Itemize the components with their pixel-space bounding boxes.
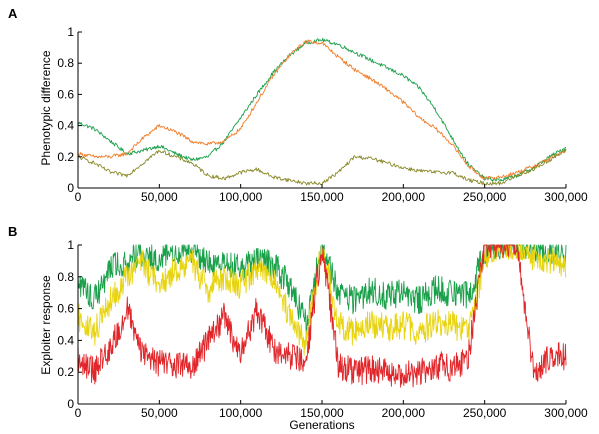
panel-b-x-tick-label: 300,000 [544,406,588,420]
panel-b-y-tick-label: 1 [67,238,74,252]
panel-b-label: B [8,224,17,239]
panel-a-x-tick-label: 150,000 [300,190,344,204]
panel-a-y-tick-label: 0.8 [57,56,74,70]
panel-b: B Exploiter response Generations 0 50,000… [8,224,588,432]
panel-a-x-tick-label: 250,000 [463,190,507,204]
panel-a-series-line-2 [78,40,566,180]
panel-a-x-tick-label: 0 [75,190,82,204]
panel-a-y-tick-label: 0.2 [57,150,74,164]
panel-a-x-tick-label: 50,000 [141,190,178,204]
panel-a-y-tick-label: 0.6 [57,87,74,101]
panel-b-x-tick-label: 0 [75,406,82,420]
panel-b-x-tick-label: 250,000 [463,406,507,420]
panel-a-series-line-3 [78,149,566,185]
panel-b-y-tick-label: 0.4 [57,333,74,347]
panel-a-x-tick-label: 100,000 [219,190,263,204]
panel-b-x-tick-label: 200,000 [382,406,426,420]
panel-a-series-line-1 [78,38,566,181]
panel-b-y-tick-label: 0.6 [57,302,74,316]
panel-b-y-tick-label: 0 [67,397,74,411]
panel-a-series-group [78,38,566,185]
panel-a-x-tick-label: 200,000 [382,190,426,204]
panel-b-y-axis-title: Exploiter response [39,275,53,375]
panel-a-y-tick-label: 0 [67,181,74,195]
panel-a-label: A [8,6,18,21]
panel-a-y-tick-label: 1 [67,25,74,39]
panel-b-x-tick-label: 150,000 [300,406,344,420]
panel-b-x-tick-label: 100,000 [219,406,263,420]
panel-b-y-tick-label: 0.8 [57,270,74,284]
panel-b-y-tick-label: 0.2 [57,365,74,379]
panel-b-series-group [78,245,566,387]
panel-a: A Phenotypic difference 0 50,000 100,000 15… [8,6,588,204]
panel-b-x-axis-title: Generations [289,418,354,432]
panel-a-y-axis-title: Phenotypic difference [39,50,53,166]
panel-a-x-tick-label: 300,000 [544,190,588,204]
panel-a-y-tick-label: 0.4 [57,119,74,133]
panel-b-x-tick-label: 50,000 [141,406,178,420]
